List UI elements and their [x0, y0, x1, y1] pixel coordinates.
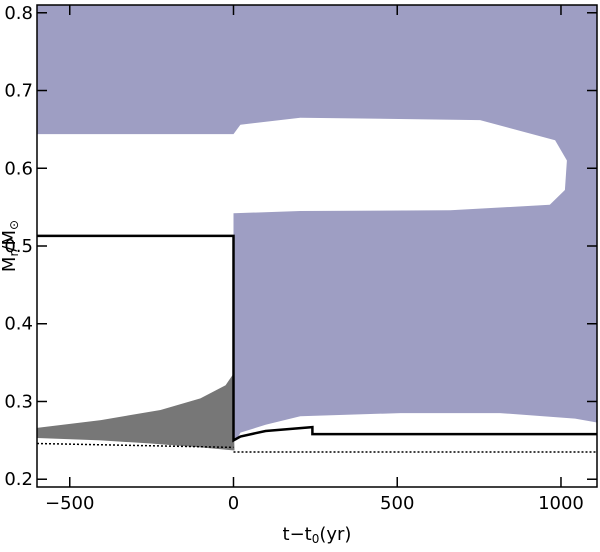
- x-tick-label: −500: [45, 493, 94, 514]
- x-tick-label: 500: [380, 493, 414, 514]
- x-tick-label: 1000: [538, 493, 584, 514]
- y-tick-label: 0.7: [4, 81, 33, 102]
- x-axis-label-part: t−t: [283, 524, 312, 545]
- x-tick-label: 0: [228, 493, 239, 514]
- line: [36, 442, 234, 449]
- line: [37, 234, 597, 443]
- y-axis-label-part: M: [0, 257, 20, 273]
- y-axis-label-part: /M: [0, 230, 20, 252]
- y-tick-label: 0.5: [4, 236, 33, 257]
- y-tick-label: 0.8: [4, 3, 33, 24]
- y-axis-label-part: ⊙: [7, 220, 21, 230]
- y-tick-label: 0.3: [4, 391, 33, 412]
- y-axis-label-part: r: [7, 252, 21, 257]
- y-tick-label: 0.2: [4, 469, 33, 490]
- x-axis-label-part: (yr): [319, 524, 351, 545]
- x-axis-label-part: 0: [312, 532, 320, 546]
- y-tick-label: 0.6: [4, 158, 33, 179]
- y-tick-label: 0.4: [4, 314, 33, 335]
- y-axis-label: Mr/M⊙: [0, 220, 21, 272]
- x-axis-label: t−t0(yr): [283, 524, 352, 546]
- region: [37, 375, 235, 451]
- region: [37, 5, 597, 441]
